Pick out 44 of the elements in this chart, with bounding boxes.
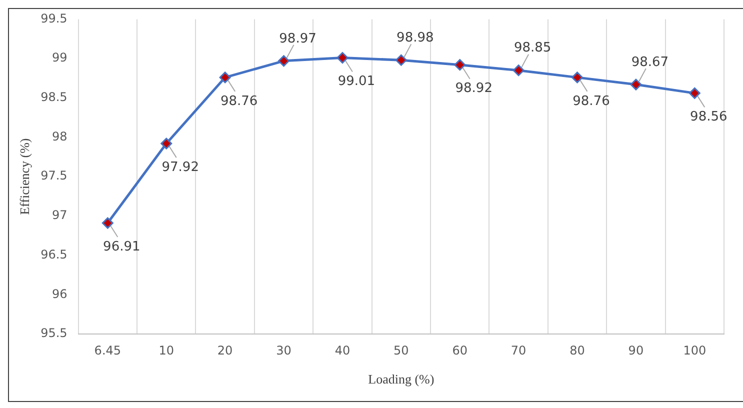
point [512,64,524,76]
y-tick-label: 99.5 [40,11,68,26]
x-tick-label: 20 [217,343,233,358]
y-tick-label: 98 [52,129,68,144]
x-tick-label: 30 [276,343,292,358]
point [395,54,407,66]
data-label: 98.67 [631,54,669,70]
point [102,217,114,229]
data-label: 96.91 [103,239,140,254]
y-tick-label: 99 [52,50,68,65]
y-tick-label: 95.5 [40,326,68,340]
data-label: 98.97 [279,31,316,46]
point [454,59,466,71]
x-tick-label: 10 [158,343,174,358]
data-label: 99.01 [338,74,376,90]
point [219,72,231,84]
y-tick-label: 97.5 [40,168,68,183]
x-tick-label: 6.45 [94,343,122,358]
y-tick-label: 96 [52,286,68,301]
point [688,87,700,99]
point [278,55,290,67]
data-label: 98.85 [514,40,552,56]
data-label: 98.92 [455,81,492,96]
data-label: 98.98 [396,30,434,46]
point [572,72,584,84]
x-tick-label: 70 [510,343,526,358]
x-tick-label: 90 [628,343,644,358]
x-tick-label: 40 [334,343,350,358]
x-axis-title: Loading (%) [368,372,434,387]
point [336,52,348,64]
data-label: 98.76 [572,94,610,109]
x-tick-label: 100 [683,343,706,358]
data-label: 98.56 [690,110,728,125]
data-label: 97.92 [162,160,199,175]
y-tick-label: 96.5 [40,247,68,262]
point [160,138,172,150]
x-tick-label: 80 [570,343,585,358]
y-tick-label: 98.5 [40,90,68,104]
y-axis-title: Efficiency (%) [17,138,32,215]
data-label: 98.76 [220,94,258,109]
y-tick-label: 97 [52,208,68,222]
x-tick-label: 60 [452,343,468,358]
x-tick-label: 50 [394,343,409,358]
point [630,78,642,90]
